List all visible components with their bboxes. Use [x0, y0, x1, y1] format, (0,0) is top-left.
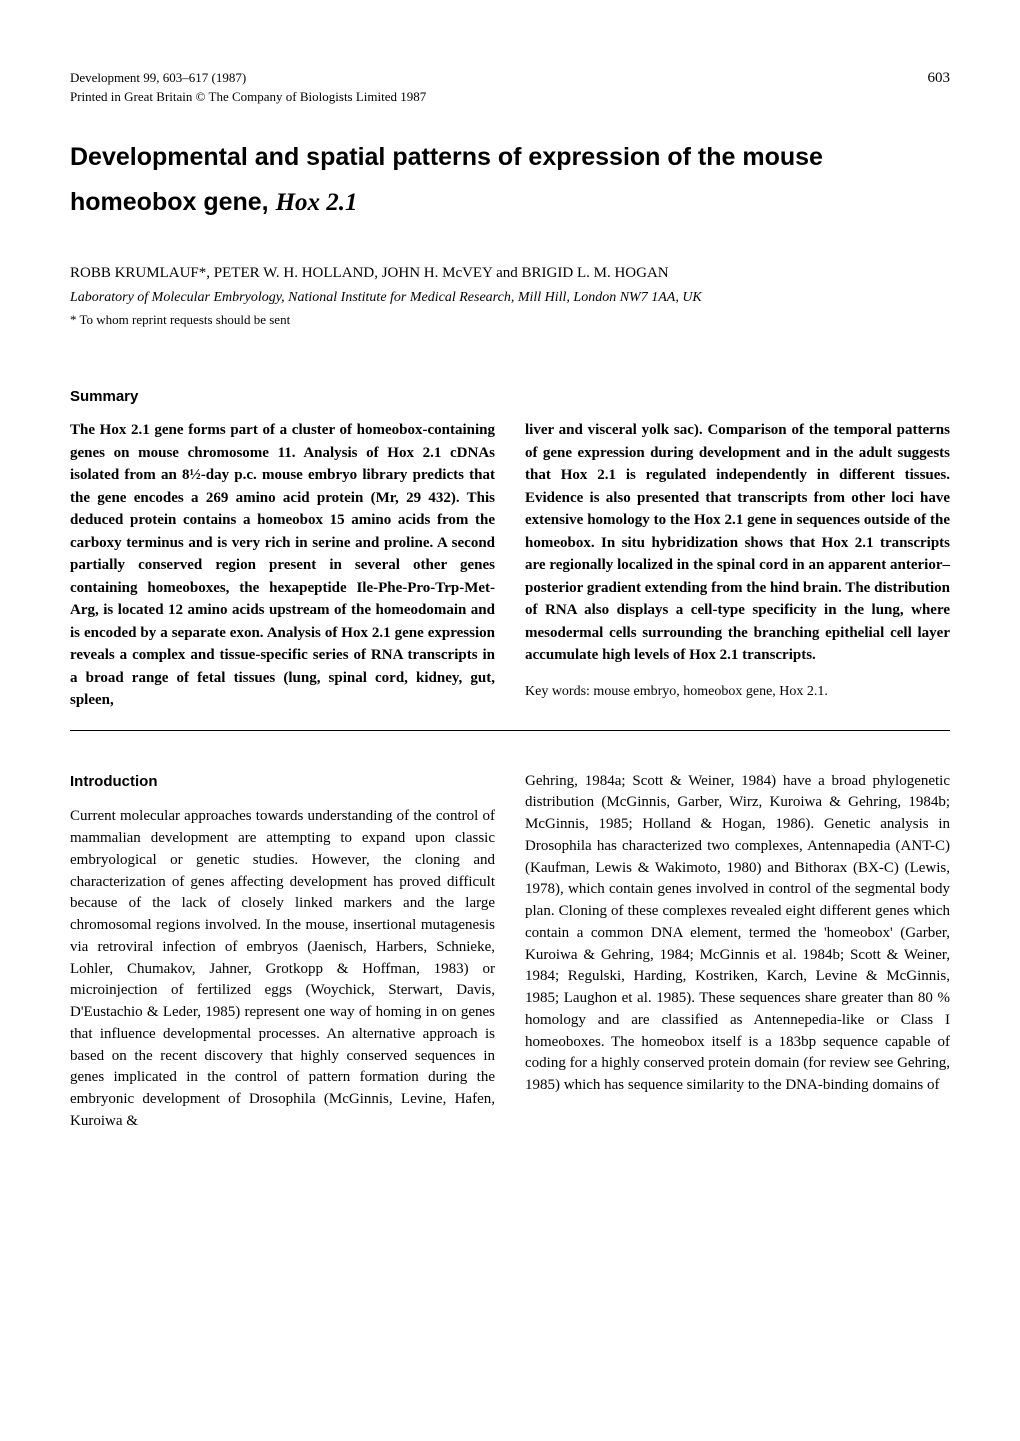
journal-line: Development 99, 603–617 (1987) [70, 70, 246, 87]
summary-left: The Hox 2.1 gene forms part of a cluster… [70, 419, 495, 712]
intro-left-col: Introduction Current molecular approache… [70, 771, 495, 1133]
reprint-note: * To whom reprint requests should be sen… [70, 312, 950, 328]
intro-columns: Introduction Current molecular approache… [70, 771, 950, 1133]
author-list: ROBB KRUMLAUF*, PETER W. H. HOLLAND, JOH… [70, 265, 950, 282]
title-line-2: homeobox gene, Hox 2.1 [70, 180, 950, 225]
page-number: 603 [928, 70, 951, 87]
section-divider [70, 730, 950, 731]
title-line-1: Developmental and spatial patterns of ex… [70, 135, 950, 180]
print-line: Printed in Great Britain © The Company o… [70, 89, 950, 105]
summary-right-wrap: liver and visceral yolk sac). Comparison… [525, 419, 950, 712]
running-head: Development 99, 603–617 (1987) 603 [70, 70, 950, 87]
summary-columns: The Hox 2.1 gene forms part of a cluster… [70, 419, 950, 712]
affiliation: Laboratory of Molecular Embryology, Nati… [70, 290, 950, 306]
intro-heading: Introduction [70, 771, 495, 793]
summary-right: liver and visceral yolk sac). Comparison… [525, 422, 950, 663]
intro-left-text: Current molecular approaches towards und… [70, 806, 495, 1132]
keywords: Key words: mouse embryo, homeobox gene, … [525, 681, 950, 702]
article-title: Developmental and spatial patterns of ex… [70, 135, 950, 225]
summary-heading: Summary [70, 388, 950, 405]
intro-right-col: Gehring, 1984a; Scott & Weiner, 1984) ha… [525, 771, 950, 1133]
